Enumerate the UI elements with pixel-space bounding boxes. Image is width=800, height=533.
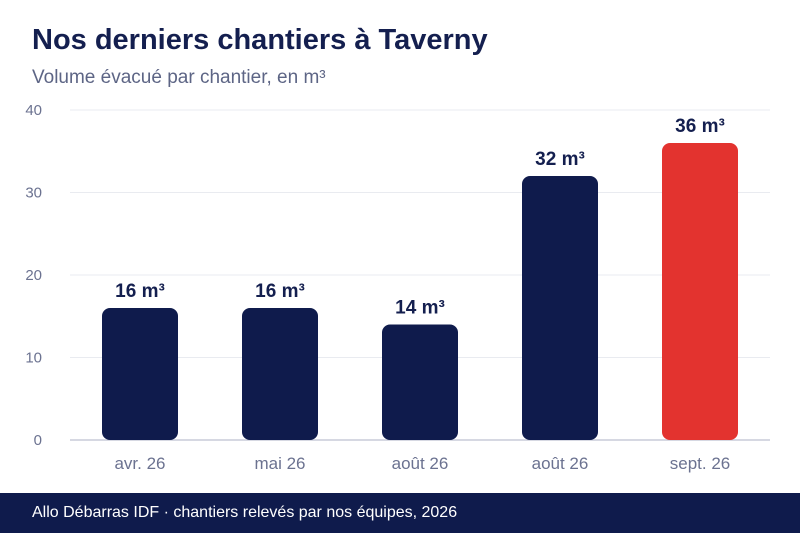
bar-chart: 0 10 20 30 40 16 m³ 16 m³ 14 m³ 32 m³ 36 m³ avr.… xyxy=(25,102,770,473)
bar-value-label: 16 m³ xyxy=(255,281,305,302)
chart-subtitle: Volume évacué par chantier, en m³ xyxy=(32,67,326,88)
bar-value-label: 36 m³ xyxy=(675,116,725,137)
bars xyxy=(102,143,738,440)
x-axis: avr. 26 mai 26 août 26 août 26 sept. 26 xyxy=(114,454,730,473)
chart-title: Nos derniers chantiers à Taverny xyxy=(32,24,488,56)
value-labels: 16 m³ 16 m³ 14 m³ 32 m³ 36 m³ xyxy=(115,116,725,319)
bar xyxy=(102,308,178,440)
bar xyxy=(242,308,318,440)
y-tick-label: 10 xyxy=(25,350,42,367)
y-tick-label: 40 xyxy=(25,102,42,119)
x-tick-label: août 26 xyxy=(392,454,449,473)
y-tick-label: 30 xyxy=(25,185,42,202)
bar xyxy=(662,143,738,440)
footer-bar: Allo Débarras IDF · chantiers relevés pa… xyxy=(0,493,800,533)
bar xyxy=(382,324,458,440)
bar-value-label: 16 m³ xyxy=(115,281,165,302)
y-tick-label: 20 xyxy=(25,267,42,284)
footer-source: Allo Débarras IDF · chantiers relevés pa… xyxy=(32,504,458,521)
bar xyxy=(522,176,598,440)
bar-value-label: 14 m³ xyxy=(395,298,445,319)
y-tick-label: 0 xyxy=(34,432,42,449)
bar-value-label: 32 m³ xyxy=(535,149,585,170)
x-tick-label: sept. 26 xyxy=(670,454,731,473)
x-tick-label: avr. 26 xyxy=(114,454,165,473)
x-tick-label: mai 26 xyxy=(254,454,305,473)
x-tick-label: août 26 xyxy=(532,454,589,473)
